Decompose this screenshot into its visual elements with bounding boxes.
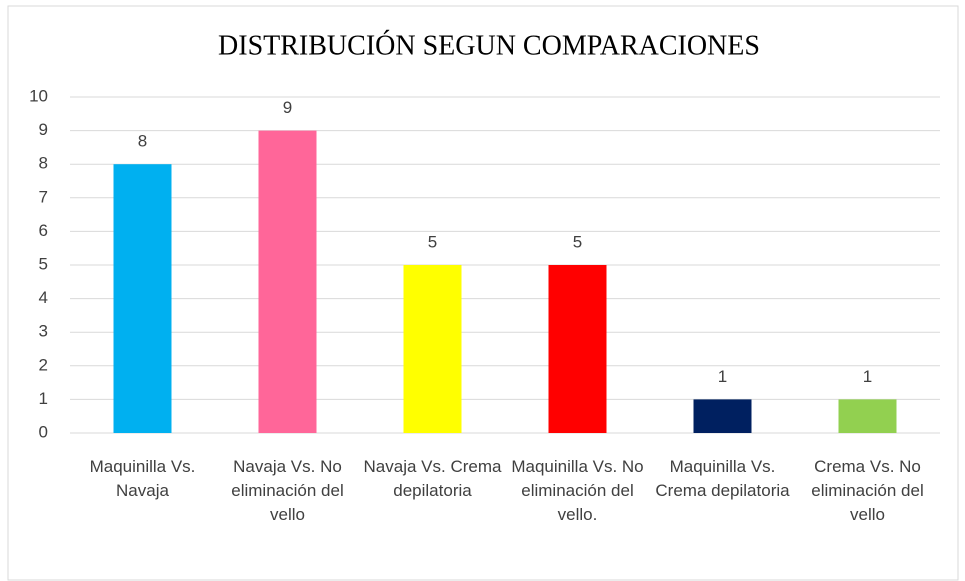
data-label: 1 — [863, 367, 872, 386]
y-tick-label: 7 — [39, 187, 48, 206]
x-tick-label: Navaja Vs. No eliminación del vello — [231, 457, 344, 524]
data-label: 8 — [138, 132, 147, 151]
bar — [113, 164, 172, 433]
y-tick-label: 0 — [39, 422, 48, 441]
y-tick-label: 6 — [39, 221, 48, 240]
x-tick-label: Navaja Vs. Crema depilatoria — [363, 457, 502, 500]
y-tick-label: 10 — [29, 86, 48, 105]
data-label: 9 — [283, 98, 292, 117]
y-tick-label: 8 — [39, 154, 48, 173]
x-tick-label: Maquinilla Vs. Navaja — [89, 457, 196, 500]
bar — [548, 265, 607, 433]
y-tick-label: 9 — [39, 120, 48, 139]
x-tick-label: Maquinilla Vs. Crema depilatoria — [655, 457, 790, 500]
data-label: 5 — [428, 232, 437, 251]
y-tick-label: 1 — [39, 389, 48, 408]
data-label: 5 — [573, 232, 582, 251]
x-tick-label: Crema Vs. No eliminación del vello — [811, 457, 924, 524]
x-tick-label: Maquinilla Vs. No eliminación del vello. — [511, 457, 644, 524]
bar — [258, 130, 317, 433]
chart-title: DISTRIBUCIÓN SEGUN COMPARACIONES — [218, 30, 760, 61]
y-tick-label: 2 — [39, 355, 48, 374]
y-tick-label: 3 — [39, 322, 48, 341]
data-label: 1 — [718, 367, 727, 386]
bar — [838, 399, 897, 433]
y-tick-label: 4 — [39, 288, 48, 307]
y-tick-label: 5 — [39, 254, 48, 273]
bar — [693, 399, 752, 433]
bar — [403, 265, 462, 433]
